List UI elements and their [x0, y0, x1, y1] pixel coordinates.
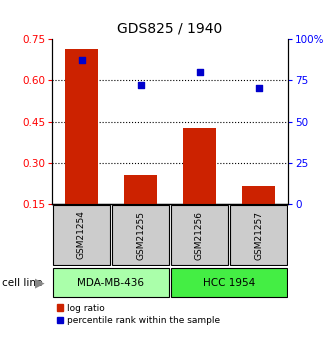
- Text: GSM21257: GSM21257: [254, 210, 263, 259]
- Point: [197, 69, 202, 75]
- Point: [79, 58, 84, 63]
- Legend: log ratio, percentile rank within the sample: log ratio, percentile rank within the sa…: [56, 304, 220, 325]
- Bar: [53, 205, 110, 265]
- Text: ▶: ▶: [35, 276, 45, 289]
- Text: HCC 1954: HCC 1954: [203, 277, 255, 287]
- Bar: [171, 205, 228, 265]
- Bar: [230, 205, 287, 265]
- Point: [138, 82, 143, 88]
- Bar: [53, 268, 169, 297]
- Bar: [242, 186, 275, 204]
- Bar: [112, 205, 169, 265]
- Title: GDS825 / 1940: GDS825 / 1940: [117, 21, 223, 35]
- Bar: [183, 128, 216, 204]
- Text: cell line: cell line: [2, 277, 42, 287]
- Bar: [65, 49, 98, 204]
- Bar: [124, 175, 157, 204]
- Text: GSM21256: GSM21256: [195, 210, 204, 259]
- Text: MDA-MB-436: MDA-MB-436: [78, 277, 145, 287]
- Text: GSM21254: GSM21254: [77, 210, 86, 259]
- Bar: [171, 268, 287, 297]
- Text: GSM21255: GSM21255: [136, 210, 145, 259]
- Point: [256, 86, 261, 91]
